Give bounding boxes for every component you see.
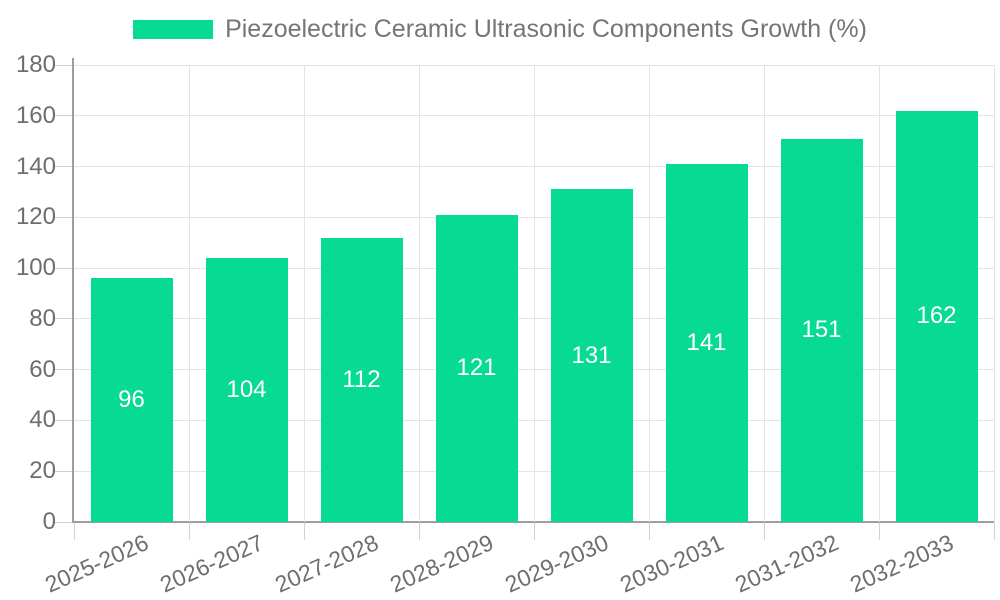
y-axis-tick-label: 140: [15, 152, 56, 180]
y-axis-tick-label: 120: [15, 203, 56, 231]
gridline-vertical: [993, 65, 995, 522]
gridline-vertical: [763, 65, 765, 522]
x-axis-tick-label: 2025-2026: [40, 529, 152, 598]
x-axis-tick: [303, 523, 305, 540]
bar-value-label: 162: [916, 302, 957, 330]
bar[interactable]: 162: [895, 110, 978, 522]
bar[interactable]: 131: [550, 189, 633, 522]
bar[interactable]: 96: [90, 278, 173, 522]
gridline-vertical: [188, 65, 190, 522]
legend-item[interactable]: Piezoelectric Ceramic Ultrasonic Compone…: [133, 15, 867, 44]
bar-value-label: 112: [342, 365, 381, 393]
y-axis-tick-label: 40: [29, 406, 56, 434]
y-axis-tick-label: 20: [29, 457, 56, 485]
x-axis-tick-label: 2031-2032: [730, 529, 842, 598]
y-axis-tick-label: 60: [29, 355, 56, 383]
y-axis-tick: [55, 166, 72, 168]
x-axis-tick: [763, 523, 765, 540]
x-axis-tick: [993, 523, 995, 540]
y-axis-line: [72, 58, 74, 522]
bar-value-label: 131: [571, 341, 612, 369]
y-axis-tick: [55, 521, 72, 523]
bar[interactable]: 121: [435, 214, 518, 522]
x-axis-tick: [533, 523, 535, 540]
bar[interactable]: 151: [780, 138, 863, 522]
y-axis-tick: [55, 64, 72, 66]
y-axis-tick-label: 0: [42, 508, 56, 535]
x-axis-tick-label: 2032-2033: [845, 529, 957, 598]
gridline-vertical: [533, 65, 535, 522]
x-axis-tick-label: 2027-2028: [270, 529, 382, 598]
gridline-vertical: [648, 65, 650, 522]
y-axis-tick: [55, 267, 72, 269]
bar-value-label: 104: [226, 375, 267, 403]
y-axis-tick-label: 160: [15, 101, 56, 129]
x-axis-tick: [648, 523, 650, 540]
bar[interactable]: 112: [320, 237, 403, 522]
y-axis-tick-label: 80: [29, 304, 56, 332]
bar-value-label: 96: [118, 386, 145, 414]
legend-swatch-icon: [133, 19, 214, 39]
x-axis-tick-label: 2028-2029: [385, 529, 497, 598]
x-axis-tick: [73, 523, 75, 540]
gridline-vertical: [878, 65, 880, 522]
y-axis-tick: [55, 470, 72, 472]
bar-value-label: 121: [456, 354, 497, 382]
y-axis-tick-label: 180: [15, 51, 56, 78]
gridline-vertical: [418, 65, 420, 522]
x-axis-line: [72, 521, 994, 523]
x-axis-tick-label: 2026-2027: [155, 529, 267, 598]
x-axis-tick: [418, 523, 420, 540]
y-axis-tick: [55, 216, 72, 218]
y-axis-tick-label: 100: [15, 254, 56, 282]
legend: Piezoelectric Ceramic Ultrasonic Compone…: [0, 12, 1000, 46]
y-axis-tick: [55, 369, 72, 371]
x-axis-tick-label: 2029-2030: [500, 529, 612, 598]
plot-area: 96 104 112 121 131 141 151 162: [74, 64, 995, 522]
bar-value-label: 141: [686, 329, 727, 356]
bar[interactable]: 141: [665, 164, 748, 522]
x-axis-tick: [878, 523, 880, 540]
bar[interactable]: 104: [205, 257, 288, 522]
y-axis-tick: [55, 115, 72, 117]
x-axis-tick-label: 2030-2031: [615, 529, 727, 598]
legend-label: Piezoelectric Ceramic Ultrasonic Compone…: [225, 14, 867, 43]
gridline-vertical: [303, 65, 305, 522]
x-axis-tick: [188, 523, 190, 540]
y-axis-tick: [55, 419, 72, 421]
y-axis-tick: [55, 318, 72, 320]
bar-value-label: 151: [801, 316, 842, 344]
